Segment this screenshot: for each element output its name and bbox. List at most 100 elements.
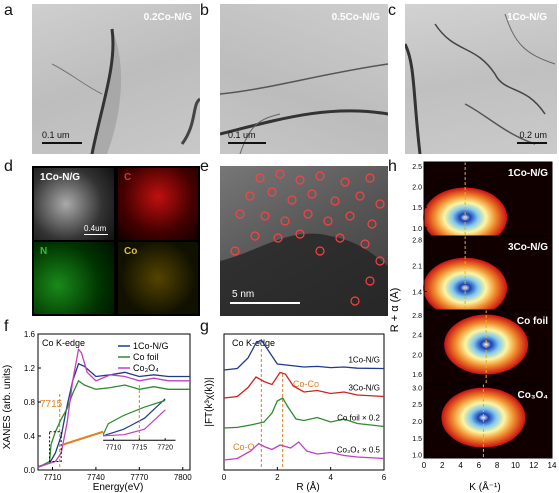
panel-letter-h: h	[388, 158, 397, 175]
f-annot-7715: 7715	[40, 399, 63, 410]
g-series-line	[223, 371, 385, 399]
scale-text-c: 0.2 um	[519, 130, 547, 140]
g-series-label: 1Co-N/G	[348, 356, 380, 365]
f-inset-xtick-label: 7710	[106, 444, 122, 451]
eds-tile-carbon	[118, 168, 198, 240]
f-ytick-label: 1.6	[24, 330, 36, 339]
h-map-label: Co foil	[517, 316, 548, 327]
scale-bar-b	[228, 142, 266, 144]
scale-bar-c	[517, 142, 547, 144]
panel-letter-c: c	[388, 2, 396, 19]
f-ytick-label: 1.2	[24, 364, 36, 373]
tem-label-a: 0.2Co-N/G	[143, 12, 192, 23]
h-xtick-label: 2	[440, 461, 445, 470]
f-inset-line	[102, 399, 166, 435]
h-map-intensity	[441, 387, 526, 448]
f-series-line	[37, 362, 190, 468]
scale-text-e: 5 nm	[232, 289, 255, 300]
scale-bar-e	[230, 302, 300, 304]
g-series-line	[223, 441, 385, 461]
h-ytick-label: 2.8	[412, 313, 422, 320]
h-ytick-label: 1.4	[412, 290, 422, 297]
eds-label-overlay: 1Co-N/G	[40, 172, 80, 183]
g-annot-coco: Co-Co	[293, 379, 319, 389]
g-xtick-label: 0	[222, 473, 227, 482]
f-series-line	[37, 347, 190, 469]
f-xtick-label: 7800	[174, 473, 192, 482]
h-ytick-label: 1.0	[412, 226, 422, 233]
h-xlabel: K (Å⁻¹)	[469, 480, 500, 493]
panel-letter-d: d	[4, 158, 13, 175]
h-map-label: 1Co-N/G	[508, 168, 548, 179]
f-xtick-label: 7770	[130, 473, 148, 482]
f-inset-xtick-label: 7720	[157, 444, 173, 451]
panel-letter-b: b	[200, 2, 209, 19]
panel-letter-f: f	[4, 318, 9, 335]
panel-letter-e: e	[200, 158, 209, 175]
scale-bar-d	[84, 234, 108, 235]
eds-map-grid: 1Co-N/G C N Co 0.4um	[32, 166, 200, 316]
f-legend-label: Co₃O₄	[133, 363, 159, 373]
f-inset-line	[102, 398, 166, 437]
ft-exafs-chart: |FT(k³χ(k))| R (Å) Co K-edge Co-Co Co-O …	[204, 333, 387, 493]
f-ylabel: XANES (arb. units)	[2, 365, 13, 449]
g-annot-coo: Co-O	[233, 442, 255, 452]
eds-tile-overlay	[34, 168, 114, 240]
tem-sheet-edges-b	[220, 63, 388, 154]
f-legend-label: Co foil	[133, 352, 159, 362]
h-ytick-label: 2.0	[412, 419, 422, 426]
h-ytick-label: 1.6	[412, 372, 422, 379]
h-ytick-label: 2.0	[412, 185, 422, 192]
h-xtick-label: 12	[529, 461, 538, 470]
h-ytick-label: 2.5	[412, 402, 422, 409]
single-atom-markers	[220, 169, 388, 316]
scale-text-a: 0.1 um	[42, 130, 70, 140]
f-ytick-label: 0.8	[24, 398, 36, 407]
f-zoom-arrow	[62, 430, 104, 446]
tem-label-b: 0.5Co-N/G	[331, 12, 380, 23]
wavelet-transform-panel: R + α (Å) K (Å⁻¹) 1.0 1.5 2.0 2.5 1Co-N/G 1.4…	[390, 161, 557, 493]
haadf-image-e: 5 nm	[220, 166, 388, 316]
h-ytick-label: 2.0	[412, 352, 422, 359]
eds-label-cobalt: Co	[124, 246, 138, 257]
g-ylabel: |FT(k³χ(k))|	[204, 377, 215, 426]
eds-tile-cobalt	[118, 242, 198, 314]
g-series-label: 3Co-N/G	[348, 384, 380, 393]
g-xtick-label: 6	[382, 473, 387, 482]
h-xtick-label: 8	[495, 461, 500, 470]
h-ytick-label: 1.5	[412, 436, 422, 443]
f-legend-label: 1Co-N/G	[133, 341, 169, 351]
g-xlabel: R (Å)	[296, 480, 319, 493]
h-map-label: Co₃O₄	[518, 390, 549, 401]
h-ytick-label: 1.5	[412, 205, 422, 212]
h-xtick-label: 14	[548, 461, 557, 470]
tem-label-c: 1Co-N/G	[507, 12, 547, 23]
eds-label-carbon: C	[124, 172, 132, 183]
panel-letter-g: g	[200, 318, 209, 335]
h-ytick-label: 2.5	[412, 164, 422, 171]
g-xtick-label: 4	[328, 473, 333, 482]
h-map-label: 3Co-N/G	[508, 242, 548, 253]
tem-image-c: 1Co-N/G 0.2 um	[405, 4, 557, 154]
tem-sheet-edges-a	[51, 28, 200, 154]
f-xtick-label: 7740	[87, 473, 105, 482]
h-ytick-label: 1.0	[412, 453, 422, 460]
h-xtick-label: 6	[477, 461, 482, 470]
tem-image-b: 0.5Co-N/G 0.1 um	[220, 4, 388, 154]
g-series-label: Co₃O₄ × 0.5	[337, 446, 381, 455]
h-xtick-label: 0	[422, 461, 427, 470]
f-inset-line	[103, 409, 166, 437]
f-ytick-label: 0.4	[24, 432, 36, 441]
xanes-chart: XANES (arb. units) Energy(eV) Co K-edge …	[2, 330, 192, 493]
g-series-label: Co foil × 0.2	[337, 414, 380, 423]
g-title: Co K-edge	[232, 338, 275, 348]
eds-tile-nitrogen	[34, 242, 114, 314]
h-ytick-label: 2.8	[412, 238, 422, 245]
scale-text-d: 0.4um	[84, 224, 107, 233]
f-ytick-label: 0.0	[24, 466, 36, 475]
f-title: Co K-edge	[42, 338, 85, 348]
f-xlabel: Energy(eV)	[93, 482, 144, 493]
scale-bar-a	[42, 142, 82, 144]
f-xtick-label: 7710	[44, 473, 62, 482]
